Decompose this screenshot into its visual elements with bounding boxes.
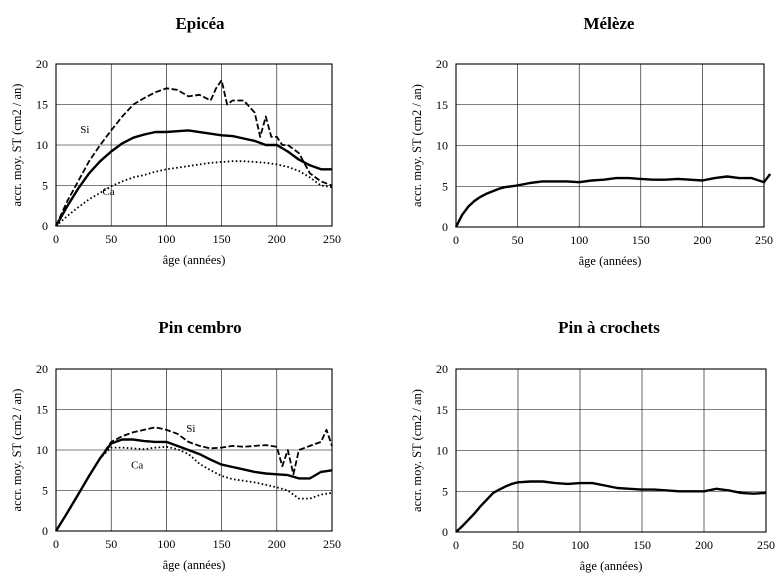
chart-title: Epicéa [175, 14, 225, 33]
series-line-dashed [55, 426, 333, 532]
plot-frame [55, 368, 333, 532]
y-axis-label: accr. moy. ST (cm2 / an) [410, 84, 424, 207]
x-tick-label: 200 [268, 232, 286, 246]
y-axis-label: accr. moy. ST (cm2 / an) [10, 389, 24, 512]
x-tick-label: 100 [570, 233, 588, 247]
x-tick-label: 200 [693, 233, 711, 247]
series-line-solid [454, 173, 772, 228]
plot-frame [455, 368, 767, 533]
plot-frame [455, 63, 765, 228]
y-tick-label: 0 [42, 219, 48, 233]
series-annotation: Ca [131, 460, 143, 472]
x-tick-label: 250 [757, 538, 775, 552]
x-tick-label: 100 [157, 537, 175, 551]
x-tick-label: 0 [53, 537, 59, 551]
x-tick-label: 0 [53, 232, 59, 246]
y-tick-label: 10 [36, 443, 48, 457]
x-tick-label: 50 [105, 232, 117, 246]
x-axis-label: âge (années) [163, 558, 226, 572]
x-tick-label: 250 [755, 233, 773, 247]
x-axis-label: âge (années) [163, 253, 226, 267]
y-tick-label: 15 [36, 98, 48, 112]
x-tick-label: 200 [695, 538, 713, 552]
y-tick-label: 10 [436, 139, 448, 153]
series-line-solid [455, 480, 767, 533]
y-tick-label: 10 [436, 444, 448, 458]
y-tick-label: 20 [36, 362, 48, 376]
series-annotation: Si [186, 423, 195, 435]
y-tick-label: 10 [36, 138, 48, 152]
y-tick-label: 0 [42, 524, 48, 538]
x-tick-label: 100 [157, 232, 175, 246]
x-tick-label: 250 [323, 232, 341, 246]
y-tick-label: 5 [442, 484, 448, 498]
x-tick-label: 150 [633, 538, 651, 552]
series-line-solid [54, 438, 333, 532]
y-axis-label: accr. moy. ST (cm2 / an) [10, 84, 24, 207]
y-tick-label: 20 [36, 57, 48, 71]
chart-panel: Pin cembro 0 50 100 150 200 250 0 5 10 15 20 âge (an… [10, 318, 341, 572]
y-tick-label: 20 [436, 57, 448, 71]
series-line-dashed [55, 79, 333, 227]
x-tick-label: 50 [105, 537, 117, 551]
x-axis-label: âge (années) [579, 254, 642, 268]
series-line-dotted [55, 160, 333, 227]
x-tick-label: 250 [323, 537, 341, 551]
y-tick-label: 15 [36, 403, 48, 417]
y-tick-label: 5 [42, 484, 48, 498]
x-axis-label: âge (années) [580, 559, 643, 573]
x-tick-label: 150 [632, 233, 650, 247]
chart-panel: Mélèze 0 50 100 150 200 250 0 5 10 15 20 âge (années… [410, 14, 773, 268]
series-line-solid [54, 129, 332, 227]
chart-title: Mélèze [584, 14, 635, 33]
x-tick-label: 100 [571, 538, 589, 552]
plot-frame [55, 63, 333, 227]
series-line-dotted [55, 445, 333, 532]
y-axis-label: accr. moy. ST (cm2 / an) [410, 389, 424, 512]
y-tick-label: 0 [442, 525, 448, 539]
x-tick-label: 150 [213, 232, 231, 246]
y-tick-label: 5 [442, 179, 448, 193]
y-tick-label: 0 [442, 220, 448, 234]
y-tick-label: 5 [42, 179, 48, 193]
x-tick-label: 50 [512, 538, 524, 552]
x-tick-label: 50 [512, 233, 524, 247]
series-annotation: Si [80, 124, 89, 136]
x-tick-label: 0 [453, 538, 459, 552]
x-tick-label: 0 [453, 233, 459, 247]
chart-panel: Epicéa 0 50 100 150 200 250 0 5 10 15 20 âge (années… [10, 14, 341, 267]
x-tick-label: 150 [213, 537, 231, 551]
y-tick-label: 15 [436, 403, 448, 417]
chart-title: Pin cembro [158, 318, 241, 337]
chart-title: Pin à crochets [558, 318, 660, 337]
series-annotation: Ca [102, 186, 114, 198]
x-tick-label: 200 [268, 537, 286, 551]
y-tick-label: 20 [436, 362, 448, 376]
chart-panel: Pin à crochets 0 50 100 150 200 250 0 5 10 15 20 âge… [410, 318, 775, 573]
y-tick-label: 15 [436, 98, 448, 112]
